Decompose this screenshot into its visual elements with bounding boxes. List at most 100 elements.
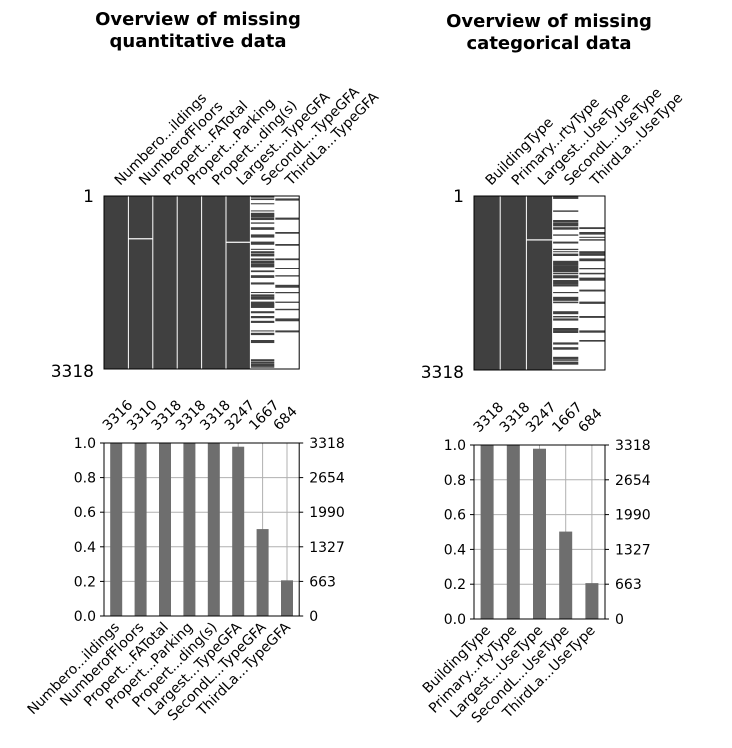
matrix-missing-line [128,238,153,240]
matrix-row-label-last: 3318 [51,362,94,382]
y-tick-label: 0.4 [444,542,466,558]
matrix-present-line [274,198,300,201]
matrix-present-line [250,241,275,245]
matrix-present-line [250,210,275,212]
matrix-present-line [552,359,579,361]
matrix-present-line [274,258,300,261]
matrix-present-line [250,330,275,332]
bar [110,443,123,616]
y-tick-label: 0.6 [74,505,96,521]
matrix-present-line [552,292,579,294]
matrix-present-line [250,316,275,319]
matrix-present-line [274,217,300,220]
matrix-present-line [274,292,300,294]
right-tick-label: 3318 [615,438,651,454]
matrix-present-line [552,272,579,275]
matrix-present-line [250,260,275,264]
matrix-filled-column [201,196,226,369]
bar [134,443,147,616]
matrix-sparse-column [274,196,300,369]
matrix-column [499,196,527,370]
matrix-present-line [552,241,579,244]
bar [207,443,220,616]
bar [281,580,293,616]
matrix-filled-column [500,196,527,370]
matrix-frame [473,195,606,371]
matrix-sparse-column [578,196,605,370]
matrix-present-line [552,316,579,318]
matrix-present-line [250,294,275,297]
matrix-present-line [552,342,579,345]
matrix-present-line [578,272,605,275]
matrix-present-line [250,253,275,257]
matrix-present-line [250,263,275,267]
matrix-filled-column [104,196,129,369]
matrix-present-line [250,282,275,285]
y-tick-label: 0.2 [444,577,466,593]
matrix-present-line [552,361,579,365]
chart-title-line: categorical data [467,33,632,54]
matrix-filled-column [128,196,153,369]
matrix-column [552,196,579,370]
matrix-filled-column [177,196,202,369]
matrix-present-line [552,280,579,283]
matrix-present-line [250,311,275,314]
y-tick-label: 0.2 [74,574,96,590]
bar [183,443,196,616]
matrix-present-line [250,332,275,336]
right-tick-label: 663 [615,577,642,593]
bar [506,445,520,619]
matrix-present-line [250,234,275,238]
matrix-present-line [578,301,605,304]
matrix-present-line [552,330,579,333]
chart-title-line: Overview of missing [446,11,652,32]
right-tick-label: 1990 [615,508,651,524]
chart-title-line: quantitative data [110,31,287,52]
matrix-present-line [250,275,275,278]
matrix-filled-column [152,196,178,369]
bar [256,529,269,616]
matrix-missing-line [526,239,553,241]
matrix-present-line [274,232,300,234]
matrix-present-line [552,248,579,251]
matrix-missing-line [226,241,251,243]
y-tick-label: 0.6 [444,508,466,524]
matrix-column [176,196,202,369]
matrix-present-line [274,284,300,288]
matrix-present-line [250,251,275,254]
matrix-present-line [250,296,275,300]
matrix-present-line [250,227,275,230]
matrix-present-line [578,330,605,333]
matrix-present-line [552,222,579,226]
y-tick-label: 0.8 [444,473,466,489]
matrix-filled-column [226,196,251,369]
chart-title-line: Overview of missing [95,9,301,30]
matrix-present-line [578,316,605,318]
matrix-present-line [552,224,579,227]
matrix-present-line [250,340,275,344]
matrix-present-line [552,270,579,273]
matrix-present-line [552,347,579,350]
matrix-present-line [578,236,605,238]
right-tick-label: 0 [309,609,318,625]
right-tick-label: 2654 [615,473,651,489]
matrix-frame [103,195,300,370]
matrix-present-line [250,265,275,268]
matrix-present-line [250,270,275,273]
matrix-present-line [250,306,275,308]
bar [559,531,573,619]
matrix-present-line [274,318,300,322]
right-tick-label: 1327 [309,540,345,556]
matrix-present-line [552,234,579,236]
bar-chart-frame [473,444,606,620]
matrix-present-line [552,251,579,253]
matrix-present-line [552,260,579,264]
matrix-present-line [552,227,579,230]
matrix-present-line [552,356,579,359]
y-tick-label: 1.0 [74,436,96,452]
matrix-present-line [250,198,275,201]
matrix-column [225,196,251,369]
matrix-present-line [552,275,579,279]
